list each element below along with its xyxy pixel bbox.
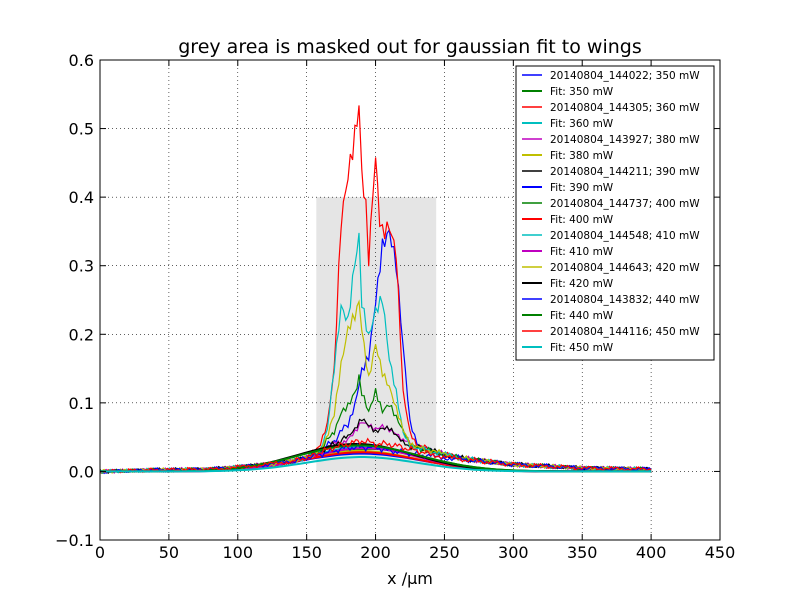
x-tick-label: 100 (223, 543, 254, 562)
series-line (100, 437, 652, 474)
series-line (100, 456, 652, 473)
x-tick-label: 400 (636, 543, 667, 562)
legend-label: 20140804_144643; 420 mW (550, 262, 700, 274)
legend: 20140804_144022; 350 mW Fit: 350 mW 201408… (515, 65, 715, 361)
plot-area: 0 50 100 150 200 250 300 350 400 450 −0.1 0.0 0.1 0.2… (55, 51, 735, 562)
legend-label: 20140804_144737; 400 mW (550, 198, 700, 210)
legend-label: Fit: 380 mW (550, 150, 614, 162)
legend-box (515, 65, 715, 361)
x-tick-label: 250 (429, 543, 460, 562)
legend-label: Fit: 360 mW (550, 118, 614, 130)
legend-label: Fit: 400 mW (550, 214, 614, 226)
y-tick-label: −0.1 (55, 531, 94, 550)
legend-label: Fit: 450 mW (550, 342, 614, 354)
x-tick-label: 150 (291, 543, 322, 562)
y-tick-label: 0.0 (69, 462, 94, 481)
y-tick-label: 0.5 (69, 120, 94, 139)
y-tick-label: 0.3 (69, 257, 94, 276)
legend-label: 20140804_143927; 380 mW (550, 134, 700, 146)
legend-label: 20140804_144116; 450 mW (550, 326, 700, 338)
legend-label: 20140804_144211; 390 mW (550, 166, 700, 178)
x-tick-label: 0 (95, 543, 105, 562)
legend-label: 20140804_144305; 360 mW (550, 102, 700, 114)
x-tick-label: 350 (567, 543, 598, 562)
legend-label: Fit: 440 mW (550, 310, 614, 322)
legend-label: 20140804_144548; 410 mW (550, 230, 700, 242)
x-axis-label: x /μm (387, 569, 433, 588)
legend-label: Fit: 350 mW (550, 86, 614, 98)
series-group (100, 105, 652, 475)
y-tick-label: 0.2 (69, 325, 94, 344)
legend-label: Fit: 390 mW (550, 182, 614, 194)
y-tick-label: 0.4 (69, 188, 94, 207)
x-tick-label: 450 (705, 543, 736, 562)
y-tick-label: 0.1 (69, 394, 94, 413)
legend-label: 20140804_144022; 350 mW (550, 70, 700, 82)
y-tick-label: 0.6 (69, 51, 94, 70)
x-tick-label: 300 (498, 543, 529, 562)
legend-label: 20140804_143832; 440 mW (550, 294, 700, 306)
legend-label: Fit: 420 mW (550, 278, 614, 290)
chart-title: grey area is masked out for gaussian fit… (178, 36, 641, 58)
x-tick-label: 50 (159, 543, 179, 562)
axes-frame (99, 59, 721, 541)
legend-label: Fit: 410 mW (550, 246, 614, 258)
x-tick-label: 200 (360, 543, 391, 562)
